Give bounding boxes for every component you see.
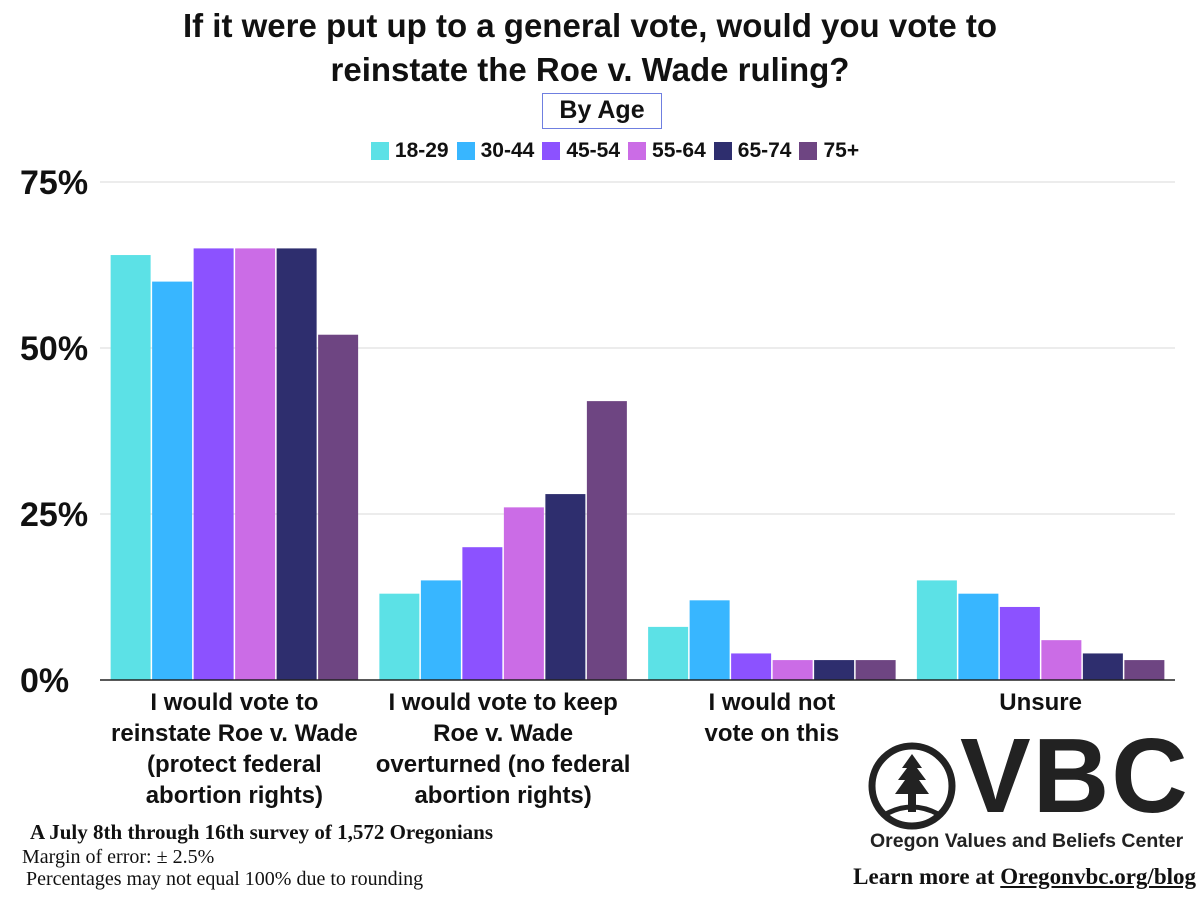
bar	[999, 606, 1040, 680]
x-tick-label-line: (protect federal	[147, 751, 322, 778]
bar	[855, 660, 896, 680]
bar	[1124, 660, 1165, 680]
bar	[1082, 653, 1123, 680]
x-tick-label-line: abortion rights)	[414, 782, 591, 809]
logo-wordmark: VBC	[960, 717, 1190, 835]
legend-item: 65-74	[713, 139, 792, 163]
legend-swatch	[799, 142, 818, 160]
bar	[235, 248, 276, 680]
survey-note: A July 8th through 16th survey of 1,572 …	[30, 820, 494, 844]
chart-legend: 18-29 30-44 45-54 55-64 65-74 75+	[0, 139, 1200, 163]
x-tick-label-line: Roe v. Wade	[433, 720, 573, 747]
bar	[545, 494, 586, 680]
legend-label: 55-64	[652, 139, 706, 162]
legend-swatch	[542, 142, 561, 160]
legend-label: 75+	[823, 139, 860, 162]
x-tick-label-line: I would vote to keep	[388, 689, 617, 716]
blog-link[interactable]: Oregonvbc.org/blog	[1000, 864, 1196, 889]
legend-swatch	[370, 142, 389, 160]
legend-label: 45-54	[566, 139, 621, 162]
x-tick-label-line: Unsure	[999, 689, 1082, 716]
x-tick-label-line: I would not	[709, 689, 836, 716]
learn-more-prefix: Learn more at	[853, 864, 1001, 889]
x-tick-label-line: overturned (no federal	[376, 751, 631, 778]
bar	[420, 580, 461, 680]
legend-label: 18-29	[394, 139, 449, 162]
bar	[110, 255, 151, 681]
margin-of-error-note: Margin of error: ± 2.5%	[22, 846, 215, 868]
legend-item: 55-64	[628, 139, 706, 163]
x-tick-label: I would not vote on this	[705, 689, 840, 747]
logo-caption: Oregon Values and Beliefs Center	[870, 830, 1184, 852]
bar	[731, 653, 772, 680]
chart-title-line: If it were put up to a general vote, wou…	[182, 7, 998, 44]
bar	[958, 593, 999, 680]
bar	[1041, 640, 1082, 680]
bar	[648, 626, 689, 680]
ovbc-logo: VBC Oregon Values and Beliefs Center	[868, 717, 1198, 853]
bar	[772, 660, 813, 680]
bar	[586, 401, 627, 680]
legend-item: 45-54	[542, 139, 620, 163]
x-tick-label-line: vote on this	[705, 720, 840, 747]
legend-swatch	[628, 142, 647, 160]
bar	[689, 600, 730, 680]
bar	[462, 547, 503, 680]
x-tick-label-line: abortion rights)	[146, 782, 323, 809]
legend-swatch	[713, 142, 732, 160]
legend-label: 30-44	[480, 139, 535, 162]
x-tick-label: I would vote to keep Roe v. Wade overturne…	[376, 689, 631, 809]
chart-subtitle: By Age	[542, 93, 662, 129]
tree-emblem-icon	[868, 742, 956, 830]
y-tick-label: 50%	[20, 330, 88, 368]
y-tick-label: 0%	[20, 662, 69, 700]
x-tick-label: I would vote to reinstate Roe v. Wade (pro…	[111, 689, 358, 809]
legend-item: 30-44	[456, 139, 535, 163]
x-tick-label: Unsure	[999, 689, 1082, 716]
bar	[916, 580, 957, 680]
y-tick-label: 75%	[20, 164, 88, 202]
legend-item: 18-29	[370, 139, 449, 163]
bar	[276, 248, 317, 680]
bar	[193, 248, 234, 680]
legend-item: 75+	[799, 139, 859, 163]
y-tick-label: 25%	[20, 496, 88, 534]
bar	[814, 660, 855, 680]
legend-swatch	[456, 142, 475, 160]
bar	[318, 334, 359, 680]
chart-title: If it were put up to a general vote, wou…	[0, 4, 1180, 92]
x-tick-label-line: I would vote to	[150, 689, 318, 716]
legend-label: 65-74	[737, 139, 792, 162]
chart-title-line: reinstate the Roe v. Wade ruling?	[330, 51, 850, 88]
bar	[503, 507, 544, 680]
learn-more-note: Learn more at Oregonvbc.org/blog	[853, 864, 1196, 890]
bar	[152, 281, 193, 680]
x-tick-label-line: reinstate Roe v. Wade	[111, 720, 358, 747]
bar	[379, 593, 420, 680]
rounding-note: Percentages may not equal 100% due to ro…	[26, 868, 424, 890]
